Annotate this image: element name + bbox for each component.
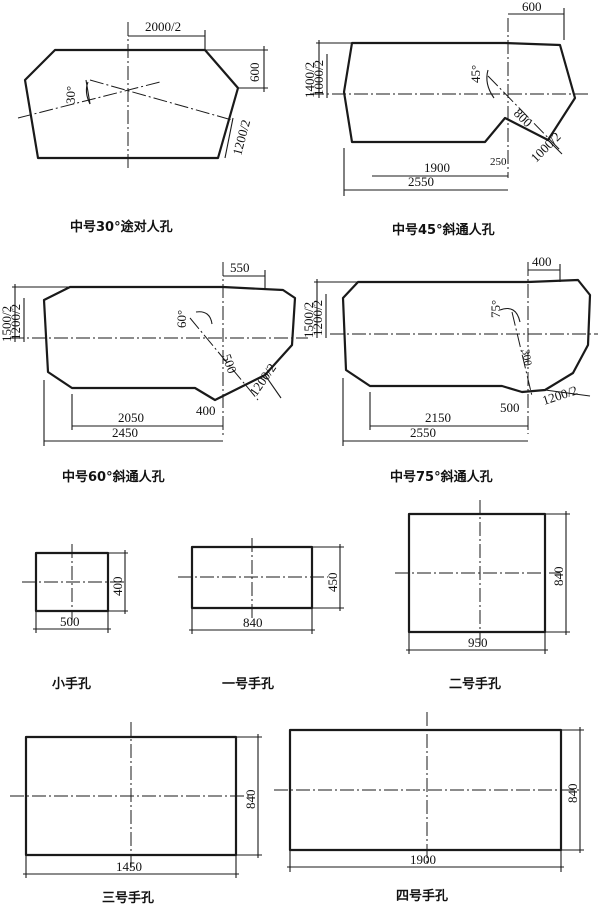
caption-45: 中号45°斜通人孔 [392, 222, 495, 238]
angle-label: 75° [488, 300, 503, 318]
angled-centerline [189, 317, 259, 401]
caption-1: 一号手孔 [222, 676, 274, 692]
width-label: 1450 [116, 859, 142, 874]
diag-len-label: 500 [219, 352, 240, 375]
step-label: 400 [196, 403, 216, 418]
diag-width-label: 1200/2 [246, 361, 279, 399]
manhole-45-outline [342, 41, 577, 144]
figure-handhole-4: 840 1900 四号手孔 [274, 712, 584, 904]
diag-len-label: 300 [519, 348, 534, 367]
caption-4: 四号手孔 [396, 888, 448, 904]
figure-handhole-1: 450 840 一号手孔 [178, 538, 344, 692]
left-outer-label: 1400/2 [302, 62, 317, 98]
figure-handhole-3: 840 1450 三号手孔 [10, 722, 262, 906]
width-label: 1900 [410, 852, 436, 867]
width-label: 950 [468, 635, 488, 650]
width-label: 500 [60, 614, 80, 629]
left-inner-label: 1200/2 [310, 300, 325, 336]
manhole-75-outline [341, 278, 592, 394]
height-label: 840 [565, 784, 580, 804]
top-dim-label: 550 [230, 260, 250, 275]
angle-label: 60° [174, 310, 189, 328]
manhole-30-outline [23, 48, 240, 160]
left-outer-label: 1500/2 [301, 302, 316, 338]
angle-arc [195, 311, 213, 325]
step-label: 500 [500, 400, 520, 415]
angle-label: 30° [63, 86, 78, 104]
step-label: 250 [490, 156, 507, 168]
height-label: 450 [325, 573, 340, 593]
figure-handhole-2: 840 950 二号手孔 [395, 500, 570, 692]
manhole-60-outline [42, 285, 297, 402]
figure-45-manhole: 45° 600 1400/2 1000/2 800 1000/2 250 190… [302, 0, 590, 238]
angle-leader [85, 79, 91, 105]
top-dim-label: 600 [522, 0, 542, 14]
caption-small: 小手孔 [52, 676, 91, 692]
angled-centerline [511, 311, 533, 397]
caption-75: 中号75°斜通人孔 [390, 469, 493, 485]
figure-75-manhole: 75° 400 1500/2 1200/2 300 1200/2 500 215… [301, 254, 598, 485]
angle-arc [486, 69, 495, 99]
top-dim-label: 400 [532, 254, 552, 269]
diag-dim-line [224, 117, 234, 159]
width-label: 840 [243, 615, 263, 630]
figure-60-manhole: 60° 550 1500/2 1200/2 500 1200/2 400 205… [0, 260, 308, 485]
angled-centerline [487, 75, 561, 151]
diag-width-label: 1000/2 [528, 129, 564, 165]
len-inner-label: 2150 [425, 410, 451, 425]
figure-small-handhole: 400 500 小手孔 [22, 544, 128, 692]
diag-dim-label: 1200/2 [229, 118, 253, 157]
top-dim-label: 2000/2 [145, 19, 181, 34]
len-outer-label: 2550 [410, 425, 436, 440]
diag-len-label: 800 [511, 106, 535, 130]
left-outer-label: 1500/2 [0, 306, 14, 342]
left-inner-label: 1200/2 [8, 304, 23, 340]
caption-2: 二号手孔 [449, 676, 501, 692]
caption-60: 中号60°斜通人孔 [62, 469, 165, 485]
len-inner-label: 2050 [118, 410, 144, 425]
height-label: 400 [110, 577, 125, 597]
figure-30-manhole: 30° 2000/2 600 1200/2 中号30°途对人孔 [17, 19, 268, 235]
caption-3: 三号手孔 [102, 890, 154, 906]
len-outer-label: 2450 [112, 425, 138, 440]
height-label: 840 [243, 790, 258, 810]
len-inner-label: 1900 [424, 160, 450, 175]
len-outer-label: 2550 [408, 174, 434, 189]
diag-width-label: 1200/2 [540, 382, 579, 407]
angle-label: 45° [468, 65, 483, 83]
angled-centerline-b [89, 79, 233, 121]
left-inner-label: 1000/2 [311, 60, 326, 96]
caption-30: 中号30°途对人孔 [70, 219, 173, 235]
right-dim-label: 600 [247, 63, 262, 83]
angle-arc [85, 81, 91, 105]
height-label: 840 [551, 567, 566, 587]
angle-arc [499, 307, 521, 323]
